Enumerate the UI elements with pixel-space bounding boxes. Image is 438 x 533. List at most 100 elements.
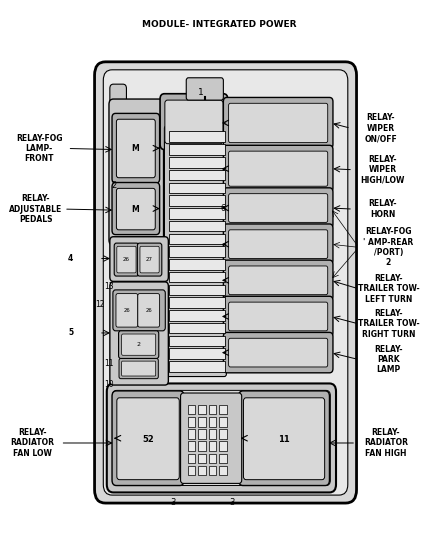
FancyBboxPatch shape (160, 94, 228, 150)
Text: 11: 11 (278, 435, 290, 444)
FancyBboxPatch shape (110, 84, 127, 241)
FancyBboxPatch shape (239, 391, 329, 486)
FancyBboxPatch shape (114, 243, 139, 276)
Bar (169, 259, 225, 270)
FancyBboxPatch shape (117, 398, 179, 480)
Text: RELAY-
WIPER
HIGH/LOW: RELAY- WIPER HIGH/LOW (360, 155, 405, 184)
Bar (208, 405, 216, 414)
Bar (169, 323, 225, 334)
FancyBboxPatch shape (122, 361, 155, 376)
Bar (187, 454, 195, 463)
Bar (169, 208, 225, 219)
FancyBboxPatch shape (113, 290, 165, 331)
Text: 10: 10 (105, 380, 114, 389)
FancyBboxPatch shape (223, 188, 333, 228)
FancyBboxPatch shape (113, 390, 330, 486)
Text: RELAY-
TRAILER TOW-
RIGHT TURN: RELAY- TRAILER TOW- RIGHT TURN (357, 309, 419, 339)
Text: RELAY-
ADJUSTABLE
PEDALS: RELAY- ADJUSTABLE PEDALS (9, 194, 62, 224)
Bar (169, 297, 225, 308)
FancyBboxPatch shape (164, 126, 226, 376)
FancyBboxPatch shape (244, 398, 325, 480)
FancyBboxPatch shape (229, 302, 328, 331)
FancyBboxPatch shape (112, 391, 184, 486)
Bar (219, 466, 227, 475)
FancyBboxPatch shape (223, 98, 333, 149)
Bar (169, 349, 225, 359)
Text: 3: 3 (170, 497, 176, 506)
FancyBboxPatch shape (140, 246, 159, 273)
FancyBboxPatch shape (112, 182, 159, 235)
Text: RELAY-
TRAILER TOW-
LEFT TURN: RELAY- TRAILER TOW- LEFT TURN (357, 274, 419, 304)
FancyBboxPatch shape (110, 237, 168, 281)
FancyBboxPatch shape (138, 243, 162, 276)
FancyBboxPatch shape (223, 224, 333, 264)
Text: 26: 26 (123, 257, 130, 262)
Text: RELAY-
RADIATOR
FAN LOW: RELAY- RADIATOR FAN LOW (10, 428, 54, 458)
Bar (208, 417, 216, 426)
Bar (198, 466, 206, 475)
Text: 13: 13 (104, 282, 113, 291)
Text: 6: 6 (220, 204, 225, 213)
FancyBboxPatch shape (122, 334, 155, 356)
Bar (187, 466, 195, 475)
Text: RELAY-
WIPER
ON/OFF: RELAY- WIPER ON/OFF (364, 114, 397, 143)
FancyBboxPatch shape (229, 151, 328, 186)
Bar (169, 132, 225, 142)
FancyBboxPatch shape (107, 383, 336, 492)
Text: RELAY-
HORN: RELAY- HORN (368, 199, 397, 219)
Bar (169, 285, 225, 295)
Bar (169, 233, 225, 244)
Bar (169, 221, 225, 231)
Text: 1: 1 (198, 87, 204, 96)
Text: MODULE- INTEGRATED POWER: MODULE- INTEGRATED POWER (142, 20, 296, 29)
FancyBboxPatch shape (112, 114, 159, 183)
Text: 26: 26 (124, 308, 130, 313)
Bar (169, 361, 225, 372)
FancyBboxPatch shape (229, 266, 328, 295)
Bar (169, 169, 225, 180)
FancyBboxPatch shape (103, 70, 348, 495)
Text: 26: 26 (145, 308, 152, 313)
Bar (208, 466, 216, 475)
FancyBboxPatch shape (165, 100, 223, 144)
FancyBboxPatch shape (119, 359, 158, 378)
Bar (169, 195, 225, 206)
FancyBboxPatch shape (223, 146, 333, 192)
Bar (219, 417, 227, 426)
FancyBboxPatch shape (138, 294, 159, 327)
Bar (187, 405, 195, 414)
Bar (219, 454, 227, 463)
FancyBboxPatch shape (117, 119, 155, 177)
Bar (198, 405, 206, 414)
FancyBboxPatch shape (117, 246, 136, 273)
Bar (208, 441, 216, 451)
Bar (208, 454, 216, 463)
FancyBboxPatch shape (119, 331, 159, 359)
Bar (219, 405, 227, 414)
Text: 11: 11 (104, 359, 113, 368)
FancyBboxPatch shape (186, 78, 223, 100)
Text: 52: 52 (142, 435, 154, 444)
FancyBboxPatch shape (180, 393, 242, 483)
Bar (198, 429, 206, 439)
Text: RELAY-FOG
LAMP-
FRONT: RELAY-FOG LAMP- FRONT (16, 134, 62, 164)
Text: M: M (132, 144, 139, 153)
FancyBboxPatch shape (95, 62, 357, 503)
Bar (169, 336, 225, 346)
FancyBboxPatch shape (229, 230, 328, 259)
FancyBboxPatch shape (223, 333, 333, 373)
Text: 27: 27 (146, 257, 153, 262)
FancyBboxPatch shape (223, 260, 333, 301)
Bar (187, 429, 195, 439)
Text: RELAY-
PARK
LAMP: RELAY- PARK LAMP (374, 345, 403, 374)
Bar (198, 441, 206, 451)
Bar (169, 246, 225, 257)
Text: 5: 5 (68, 328, 73, 337)
Bar (187, 441, 195, 451)
Bar (219, 429, 227, 439)
Bar (187, 417, 195, 426)
Bar (219, 441, 227, 451)
FancyBboxPatch shape (229, 103, 328, 143)
Bar (198, 417, 206, 426)
Text: 4: 4 (68, 254, 73, 263)
